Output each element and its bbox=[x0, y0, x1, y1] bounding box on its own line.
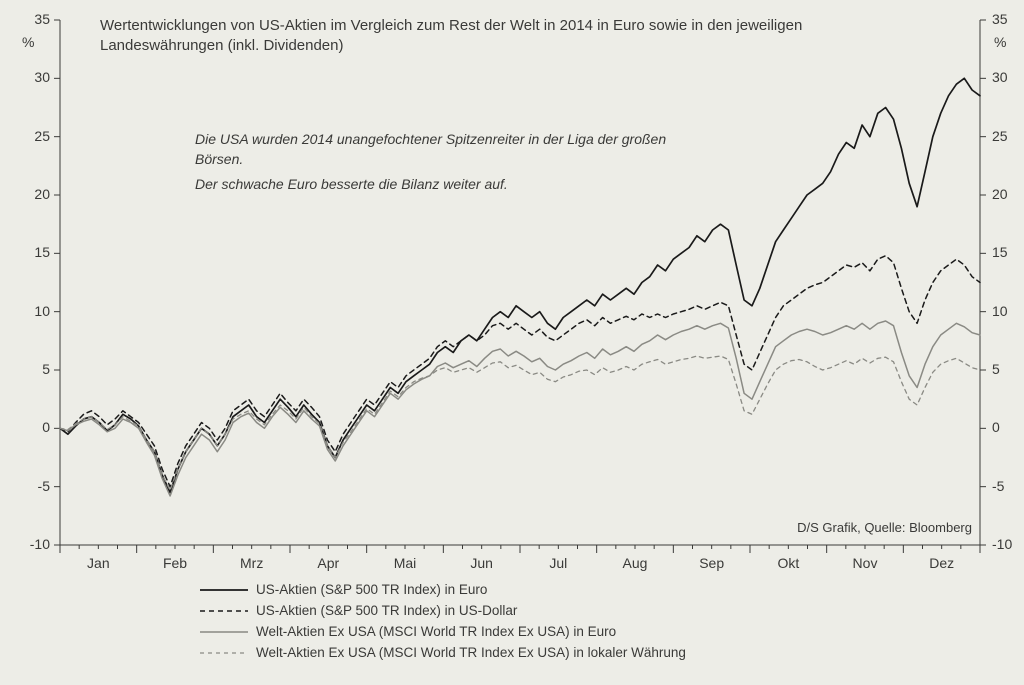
x-tick-label: Apr bbox=[317, 555, 339, 571]
y-tick-left: -5 bbox=[10, 478, 50, 494]
legend: US-Aktien (S&P 500 TR Index) in EuroUS-A… bbox=[200, 580, 686, 664]
y-unit-right: % bbox=[994, 34, 1006, 50]
y-tick-left: 5 bbox=[10, 361, 50, 377]
x-tick-label: Mrz bbox=[240, 555, 263, 571]
y-tick-right: 20 bbox=[992, 186, 1024, 202]
y-tick-left: 20 bbox=[10, 186, 50, 202]
y-tick-right: 0 bbox=[992, 419, 1024, 435]
y-tick-left: -10 bbox=[10, 536, 50, 552]
x-tick-label: Feb bbox=[163, 555, 187, 571]
legend-swatch-us_usd bbox=[200, 604, 248, 618]
y-tick-left: 25 bbox=[10, 128, 50, 144]
x-tick-label: Okt bbox=[777, 555, 799, 571]
legend-item-us_usd: US-Aktien (S&P 500 TR Index) in US-Dolla… bbox=[200, 601, 686, 622]
y-unit-left: % bbox=[22, 34, 34, 50]
source-label: D/S Grafik, Quelle: Bloomberg bbox=[797, 520, 972, 535]
x-tick-label: Nov bbox=[853, 555, 878, 571]
x-tick-label: Aug bbox=[623, 555, 648, 571]
legend-swatch-world_local bbox=[200, 646, 248, 660]
legend-label-us_eur: US-Aktien (S&P 500 TR Index) in Euro bbox=[256, 580, 487, 601]
annotation-2: Der schwache Euro besserte die Bilanz we… bbox=[195, 175, 675, 195]
y-tick-right: -5 bbox=[992, 478, 1024, 494]
y-tick-left: 10 bbox=[10, 303, 50, 319]
legend-item-world_eur: Welt-Aktien Ex USA (MSCI World TR Index … bbox=[200, 622, 686, 643]
y-tick-left: 35 bbox=[10, 11, 50, 27]
y-tick-right: 35 bbox=[992, 11, 1024, 27]
legend-label-us_usd: US-Aktien (S&P 500 TR Index) in US-Dolla… bbox=[256, 601, 517, 622]
x-tick-label: Jun bbox=[470, 555, 493, 571]
annotation-1: Die USA wurden 2014 unangefochtener Spit… bbox=[195, 130, 675, 169]
y-tick-left: 15 bbox=[10, 244, 50, 260]
legend-label-world_local: Welt-Aktien Ex USA (MSCI World TR Index … bbox=[256, 643, 686, 664]
chart-container: Wertentwicklungen von US-Aktien im Vergl… bbox=[0, 0, 1024, 685]
legend-swatch-us_eur bbox=[200, 583, 248, 597]
y-tick-right: 10 bbox=[992, 303, 1024, 319]
x-tick-label: Jan bbox=[87, 555, 110, 571]
x-tick-label: Dez bbox=[929, 555, 954, 571]
y-tick-right: 5 bbox=[992, 361, 1024, 377]
y-tick-right: 25 bbox=[992, 128, 1024, 144]
series-us_usd bbox=[60, 256, 980, 487]
x-tick-label: Jul bbox=[549, 555, 567, 571]
y-tick-right: -10 bbox=[992, 536, 1024, 552]
x-tick-label: Sep bbox=[699, 555, 724, 571]
legend-item-world_local: Welt-Aktien Ex USA (MSCI World TR Index … bbox=[200, 643, 686, 664]
x-tick-label: Mai bbox=[394, 555, 417, 571]
y-tick-right: 30 bbox=[992, 69, 1024, 85]
legend-label-world_eur: Welt-Aktien Ex USA (MSCI World TR Index … bbox=[256, 622, 616, 643]
y-tick-right: 15 bbox=[992, 244, 1024, 260]
legend-item-us_eur: US-Aktien (S&P 500 TR Index) in Euro bbox=[200, 580, 686, 601]
y-tick-left: 0 bbox=[10, 419, 50, 435]
chart-title: Wertentwicklungen von US-Aktien im Vergl… bbox=[100, 16, 860, 57]
series-world_local bbox=[60, 356, 980, 490]
y-tick-left: 30 bbox=[10, 69, 50, 85]
legend-swatch-world_eur bbox=[200, 625, 248, 639]
series-world_eur bbox=[60, 321, 980, 496]
